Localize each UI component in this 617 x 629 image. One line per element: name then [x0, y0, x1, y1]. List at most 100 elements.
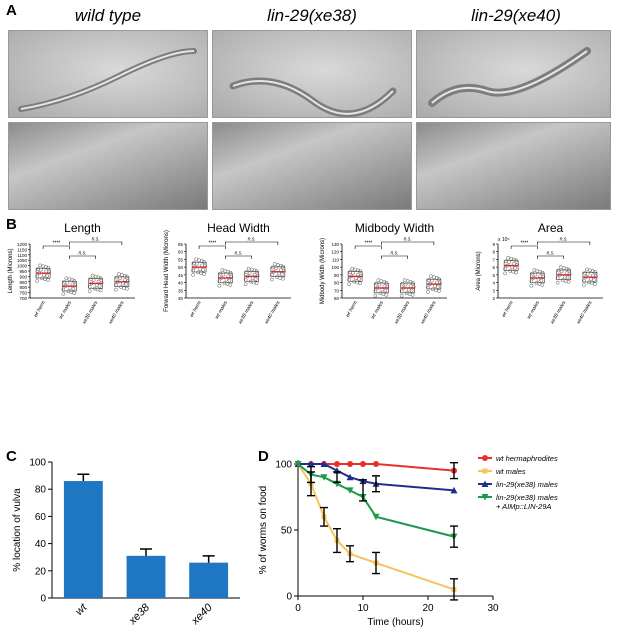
dotplot-point	[373, 293, 378, 298]
bar	[63, 481, 103, 598]
significance-label: n.s.	[560, 237, 568, 243]
dotplot-tick-label: 100	[331, 265, 339, 270]
significance-label: n.s.	[404, 237, 412, 243]
dotplot-tick-label: 9	[492, 242, 495, 247]
dotplot-point	[558, 265, 563, 269]
dotplot-tick-label: 2	[492, 296, 495, 301]
dotplot-point	[561, 266, 566, 270]
dotplot-point	[35, 279, 39, 283]
dotplot-point	[429, 274, 433, 279]
dotplot-point	[411, 285, 416, 289]
dotplot-point	[243, 278, 248, 282]
dotplot-tick-label: 30	[178, 296, 184, 301]
dotplot-point	[202, 260, 206, 264]
dotplot-point	[252, 268, 257, 273]
micrograph-xe40-tail	[416, 122, 611, 210]
dotplot-tick-label: 7	[492, 257, 495, 262]
line-y-tick-label: 50	[281, 526, 293, 537]
dotplot-category-label: xe38 males	[393, 300, 412, 326]
dotplot-point	[358, 281, 362, 286]
dotplot-point	[248, 279, 253, 284]
dotplot-point	[222, 281, 227, 285]
dotplot-point	[384, 280, 389, 285]
dotplot-point	[529, 283, 534, 288]
micrograph-wild-type-tail	[8, 122, 208, 210]
dotplot-point	[582, 278, 586, 283]
dotplot-ylabel: Midbody Width (Microns)	[320, 238, 326, 304]
dotplot-tick-label: 6	[492, 265, 495, 270]
dotplot-point	[270, 273, 274, 278]
dotplot-ylabel: Forward Head Width (Microns)	[164, 230, 170, 312]
bar-category-label: wt	[73, 601, 90, 618]
dotplot-point	[384, 293, 389, 297]
dotplot-point	[378, 291, 383, 296]
dotplot-point	[36, 266, 40, 271]
dotplot-point	[514, 270, 518, 275]
dotplot-category-label: xe40 males	[263, 300, 282, 326]
dotplot-tick-label: 4	[492, 281, 495, 286]
line-y-tick-label: 100	[275, 460, 292, 471]
dotplot-point	[373, 289, 378, 294]
series-point	[320, 460, 328, 467]
dotplot-point	[97, 284, 102, 288]
dotplot-point	[247, 271, 252, 275]
dotplot-point	[125, 286, 129, 291]
dotplot-point	[243, 282, 248, 287]
series-point	[346, 487, 354, 494]
dotplot-point	[383, 288, 388, 293]
micrograph-xe40-whole	[416, 30, 611, 118]
dotplot-point	[35, 274, 39, 279]
dotplot-tick-label: 80	[334, 281, 340, 286]
dotplot-point	[400, 281, 405, 286]
dotplot-tick-label: 45	[178, 273, 184, 278]
dotplot-point	[114, 283, 118, 288]
dotplot-tick-label: 1200	[17, 242, 28, 247]
dotplot-category-label: wt herm	[345, 300, 359, 318]
dotplot-tick-label: 55	[178, 257, 184, 262]
dotplot-point	[565, 275, 570, 280]
series-point	[373, 461, 379, 467]
dotplot-point	[399, 289, 404, 294]
dotplot-point	[87, 285, 92, 289]
dotplot-point	[90, 273, 95, 278]
dotplot-point	[98, 276, 103, 281]
dotplot-point	[567, 272, 572, 276]
line-error-bar	[450, 578, 458, 601]
dotplot-point	[437, 289, 441, 293]
dotplot-tick-label: 950	[19, 269, 27, 274]
dotplot-point	[226, 270, 231, 274]
dotplot-point	[66, 289, 71, 294]
dotplot-point	[201, 267, 205, 272]
significance-bracket	[510, 245, 538, 249]
series-point	[347, 461, 353, 467]
dotplot-point	[559, 269, 564, 274]
dotplot-category-label: wt herm	[33, 300, 47, 318]
dotplot-point	[533, 272, 538, 277]
bar-y-tick-label: 0	[40, 594, 46, 605]
dotplot-tick-label: 700	[19, 296, 27, 301]
dotplot-point	[438, 281, 442, 286]
dotplot-point	[503, 267, 507, 271]
dotplot-point	[120, 273, 124, 277]
significance-bracket	[198, 245, 226, 249]
significance-bracket	[537, 255, 564, 259]
legend-label: wt hermaphrodites	[496, 454, 558, 463]
dotplot-point	[46, 266, 50, 270]
dotplot-point	[379, 279, 384, 283]
dotplot-exponent: x 10⁵	[498, 237, 510, 243]
dotplot-point	[124, 282, 128, 287]
dotplot-point	[566, 279, 571, 284]
significance-bracket	[69, 255, 96, 259]
dotplot-point	[508, 268, 512, 273]
dotplot-point	[87, 289, 92, 294]
dotplot-point	[351, 271, 355, 275]
significance-label: ****	[52, 241, 61, 247]
dotplot-point	[45, 273, 49, 278]
bar-y-tick-label: 20	[35, 566, 47, 577]
dotplot-point	[117, 272, 121, 276]
significance-bracket	[69, 241, 123, 245]
dotplot-title: Midbody Width	[355, 221, 434, 235]
dotplot-point	[114, 287, 118, 292]
dotplot-tick-label: 1050	[17, 258, 28, 263]
